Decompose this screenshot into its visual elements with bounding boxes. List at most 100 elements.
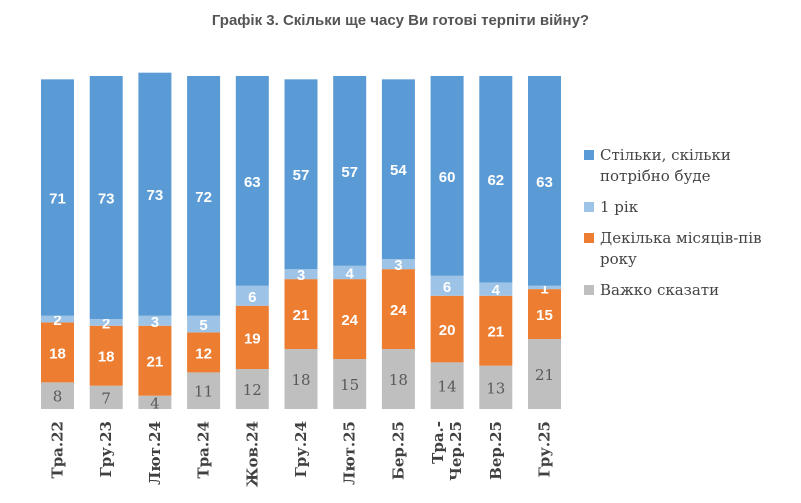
bar-segment — [235, 305, 269, 370]
data-label: 24 — [390, 302, 407, 319]
x-tick-label: Лют.25 — [341, 421, 359, 485]
bar-segment — [187, 76, 221, 316]
data-label: 63 — [244, 174, 261, 191]
legend-swatch — [584, 202, 594, 212]
bar-segment — [235, 76, 269, 286]
data-label: 11 — [194, 383, 213, 401]
data-label: 12 — [195, 345, 212, 362]
x-tick-label: Тра.22 — [49, 421, 67, 478]
bar-segment — [381, 269, 415, 350]
legend-item: Декілька місяців-пів року — [584, 228, 794, 270]
bar-segment — [381, 79, 415, 260]
data-label: 20 — [439, 322, 456, 339]
data-label: 21 — [293, 307, 310, 324]
x-tick-label: Бер.25 — [389, 421, 407, 480]
data-label: 60 — [439, 169, 456, 186]
bar-segment — [138, 325, 172, 396]
data-label: 18 — [49, 345, 66, 362]
bar-segment — [333, 76, 367, 266]
bar-segment — [89, 325, 123, 386]
legend-label: 1 рік — [600, 198, 639, 216]
bar-segment — [430, 362, 464, 409]
data-label: 2 — [53, 312, 61, 329]
data-label: 4 — [150, 394, 160, 412]
bar-segment — [430, 295, 464, 363]
legend-swatch — [584, 150, 594, 160]
bar-segment — [89, 319, 123, 326]
data-label: 18 — [291, 371, 310, 389]
data-label: 7 — [101, 389, 111, 407]
chart-title: Графік 3. Скільки ще часу Ви готові терп… — [211, 12, 590, 29]
bar-segment — [138, 315, 172, 326]
bar-segment — [138, 72, 172, 316]
data-label: 62 — [487, 172, 504, 189]
bar-segment — [430, 76, 464, 276]
bar-segment — [41, 322, 74, 383]
data-label: 63 — [536, 174, 553, 191]
legend-item: Стільки, скільки потрібно буде — [584, 145, 794, 187]
bar-segment — [284, 79, 318, 270]
data-label: 21 — [487, 324, 504, 341]
bar-segment — [430, 275, 464, 296]
bar-segment — [333, 359, 367, 409]
data-label: 15 — [340, 376, 359, 394]
data-label: 72 — [195, 189, 212, 206]
bar-segment — [41, 382, 74, 409]
data-label: 18 — [98, 349, 115, 366]
data-label: 13 — [486, 379, 505, 397]
data-label: 73 — [147, 187, 164, 204]
data-label: 6 — [248, 289, 256, 306]
bar-segment — [479, 295, 513, 366]
data-label: 54 — [390, 162, 407, 179]
data-label: 18 — [389, 371, 408, 389]
x-tick-label: Тра.-Чер.25 — [429, 421, 465, 481]
data-label: 19 — [244, 330, 261, 347]
bar-segment — [187, 372, 221, 409]
bar-segment — [479, 365, 513, 409]
data-label: 2 — [102, 315, 110, 332]
bar-segment — [479, 282, 513, 296]
legend-label: Декілька місяців-пів року — [600, 229, 762, 268]
data-label: 15 — [536, 307, 553, 324]
bar-segment — [187, 315, 221, 333]
chart-legend: Стільки, скільки потрібно буде 1 рік Декіл… — [584, 145, 794, 311]
data-label: 3 — [394, 257, 402, 274]
data-label: 71 — [49, 191, 66, 208]
data-label: 14 — [438, 378, 457, 396]
bar-segment — [138, 395, 172, 409]
data-label: 73 — [98, 191, 115, 208]
legend-item: Важко сказати — [584, 280, 794, 301]
legend-label: Стільки, скільки потрібно буде — [600, 146, 731, 185]
bar-segment — [333, 279, 367, 360]
legend-item: 1 рік — [584, 197, 794, 218]
data-label: 21 — [147, 354, 164, 371]
bar-segment — [284, 349, 318, 409]
legend-swatch — [584, 285, 594, 295]
x-tick-label: Жов.24 — [243, 421, 261, 487]
bar-segment — [381, 259, 415, 270]
x-tick-label: Гру.23 — [97, 421, 115, 478]
bar-segment — [235, 369, 269, 409]
bar-segment — [528, 76, 561, 286]
data-label: 5 — [199, 317, 207, 334]
data-label: 4 — [492, 282, 501, 299]
data-label: 8 — [53, 388, 63, 406]
bar-segment — [528, 289, 561, 340]
data-label: 12 — [243, 381, 262, 399]
x-tick-label: Гру.24 — [292, 421, 310, 478]
legend-label: Важко сказати — [600, 281, 720, 299]
x-tick-label: Тра.24 — [195, 421, 213, 478]
bar-segment — [333, 265, 367, 280]
bar-segment — [41, 79, 74, 316]
bar-segment — [284, 279, 318, 350]
bar-segment — [528, 339, 561, 409]
bar-segment — [41, 315, 74, 323]
bar-segment — [89, 385, 123, 409]
x-tick-label: Вер.25 — [487, 421, 505, 480]
data-label: 24 — [341, 312, 358, 329]
data-label: 3 — [151, 314, 159, 331]
x-tick-label: Гру.25 — [536, 421, 554, 478]
data-label: 3 — [297, 267, 305, 284]
bar-segment — [528, 285, 561, 290]
